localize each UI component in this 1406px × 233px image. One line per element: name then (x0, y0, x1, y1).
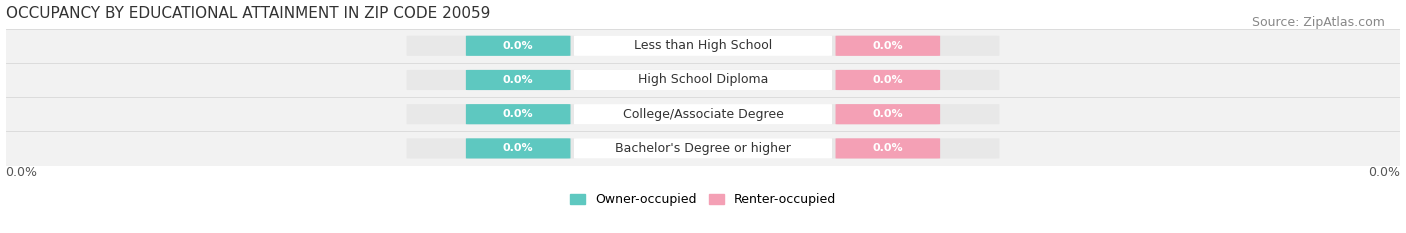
FancyBboxPatch shape (465, 36, 571, 56)
FancyBboxPatch shape (465, 138, 571, 158)
Text: 0.0%: 0.0% (503, 41, 533, 51)
Bar (6, 29, 1400, 63)
FancyBboxPatch shape (574, 70, 832, 90)
FancyBboxPatch shape (835, 138, 941, 158)
Text: College/Associate Degree: College/Associate Degree (623, 108, 783, 121)
Text: 0.0%: 0.0% (6, 166, 38, 179)
Text: Less than High School: Less than High School (634, 39, 772, 52)
FancyBboxPatch shape (574, 138, 832, 158)
FancyBboxPatch shape (574, 104, 832, 124)
Text: Bachelor's Degree or higher: Bachelor's Degree or higher (614, 142, 792, 155)
Text: Source: ZipAtlas.com: Source: ZipAtlas.com (1251, 16, 1385, 29)
FancyBboxPatch shape (406, 36, 1000, 56)
FancyBboxPatch shape (574, 36, 832, 56)
Text: 0.0%: 0.0% (873, 41, 903, 51)
Text: 0.0%: 0.0% (873, 144, 903, 153)
Text: 0.0%: 0.0% (503, 75, 533, 85)
Bar (6, 63, 1400, 97)
Text: OCCUPANCY BY EDUCATIONAL ATTAINMENT IN ZIP CODE 20059: OCCUPANCY BY EDUCATIONAL ATTAINMENT IN Z… (6, 6, 489, 21)
FancyBboxPatch shape (406, 104, 1000, 124)
Text: 0.0%: 0.0% (1368, 166, 1400, 179)
Text: 0.0%: 0.0% (873, 109, 903, 119)
FancyBboxPatch shape (406, 70, 1000, 90)
Text: High School Diploma: High School Diploma (638, 73, 768, 86)
FancyBboxPatch shape (465, 104, 571, 124)
Text: 0.0%: 0.0% (503, 144, 533, 153)
Text: 0.0%: 0.0% (503, 109, 533, 119)
FancyBboxPatch shape (835, 104, 941, 124)
FancyBboxPatch shape (406, 138, 1000, 158)
Legend: Owner-occupied, Renter-occupied: Owner-occupied, Renter-occupied (565, 188, 841, 211)
Text: 0.0%: 0.0% (873, 75, 903, 85)
FancyBboxPatch shape (835, 70, 941, 90)
FancyBboxPatch shape (835, 36, 941, 56)
Bar (6, 131, 1400, 165)
FancyBboxPatch shape (465, 70, 571, 90)
Bar (6, 97, 1400, 131)
